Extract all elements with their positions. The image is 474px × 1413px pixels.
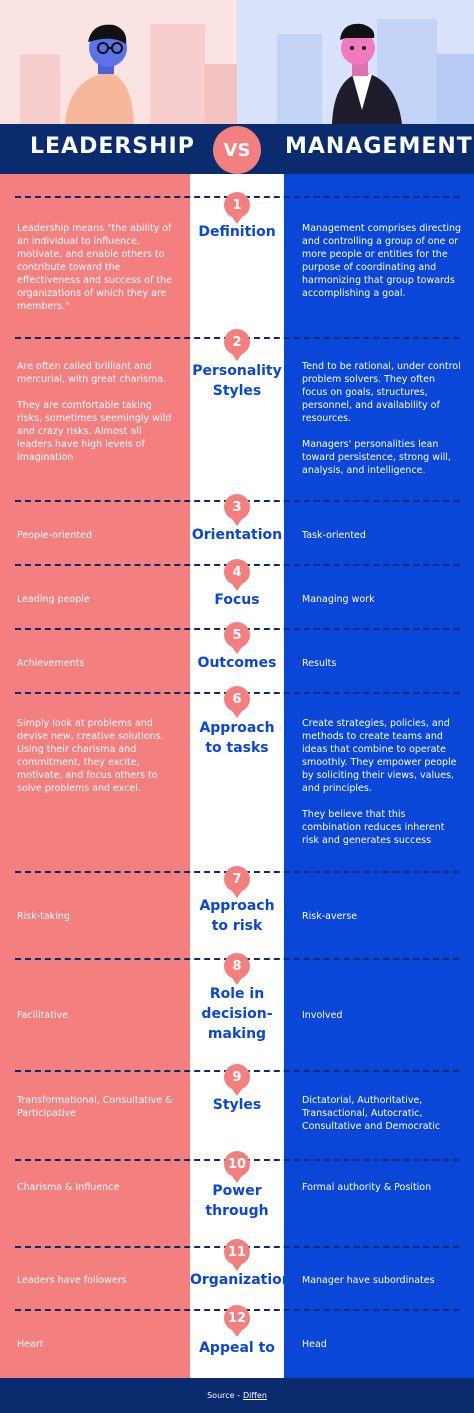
leadership-cell: Risk-taking [17, 911, 70, 922]
management-cell: Formal authority & Position [302, 1182, 432, 1193]
management-cell: Managing work [302, 594, 375, 605]
manager-figure [332, 23, 402, 124]
topic-label: Approach to risk [199, 898, 275, 934]
leadership-cell: Leaders have followers [17, 1275, 127, 1286]
topic-label: Orientation [191, 527, 283, 543]
leadership-cell: Facilitative [17, 1010, 68, 1021]
topic-label: Outcomes [197, 655, 277, 671]
topic-label: Role in decision-making [201, 986, 273, 1042]
management-title: MANAGEMENT [285, 134, 473, 159]
management-cell: Results [302, 658, 337, 669]
management-cell: Management comprises directing and contr… [302, 223, 462, 299]
topic-label: Styles [212, 1097, 262, 1113]
hero-illustration [0, 0, 474, 124]
row-number-badge: 3 [224, 494, 250, 526]
vs-badge: VS [213, 126, 261, 174]
leadership-cell: Simply look at problems and devise new, … [17, 718, 164, 794]
row-number-badge: 8 [224, 953, 250, 985]
leadership-cell: Transformational, Consultative & Partici… [17, 1095, 173, 1119]
management-cell: Tend to be rational, under control probl… [302, 361, 461, 476]
leadership-column [0, 174, 190, 1378]
row-number-badge: 2 [224, 329, 250, 361]
leadership-cell: Charisma & Influence [17, 1182, 120, 1193]
management-cell: Manager have subordinates [302, 1275, 435, 1286]
leadership-cell: Heart [17, 1339, 44, 1350]
topic-label: Approach to tasks [199, 720, 275, 756]
leadership-title: LEADERSHIP [30, 134, 195, 159]
footer: Source - Diffen [0, 1378, 474, 1413]
topic-label: Organization [190, 1272, 292, 1288]
row-number-badge: 9 [224, 1064, 250, 1096]
management-cell: Task-oriented [302, 530, 366, 541]
leader-figure [65, 24, 134, 124]
topic-label: Focus [214, 592, 260, 608]
management-cell: Head [302, 1339, 327, 1350]
row-number-badge: 6 [224, 686, 250, 718]
leadership-cell: Leadership means "the ability of an indi… [17, 223, 172, 312]
row-number-badge: 5 [224, 622, 250, 654]
topic-label: Power through [205, 1183, 269, 1219]
leadership-cell: Are often called brilliant and mercurial… [17, 361, 172, 463]
topic-label: Appeal to [199, 1340, 275, 1356]
management-cell: Risk-averse [302, 911, 358, 922]
row-number-badge: 4 [224, 559, 250, 591]
row-number-badge: 10 [224, 1151, 250, 1183]
row-number-badge: 11 [224, 1239, 250, 1271]
leadership-cell: Achievements [17, 658, 85, 669]
leadership-cell: People-oriented [17, 530, 92, 541]
row-number-badge: 7 [224, 866, 250, 898]
row-number-badge: 12 [224, 1305, 250, 1337]
management-cell: Dictatorial, Authoritative, Transactiona… [302, 1095, 441, 1132]
management-cell: Create strategies, policies, and methods… [302, 718, 457, 846]
characters-illustration [65, 23, 402, 124]
source-label: Source - [207, 1391, 240, 1400]
topic-label: Personality Styles [192, 363, 282, 399]
row-number-badge: 1 [224, 192, 250, 224]
topic-label: Definition [198, 224, 276, 240]
leadership-cell: Leading people [17, 594, 90, 605]
management-cell: Involved [302, 1010, 343, 1021]
management-column [284, 174, 474, 1378]
source-link[interactable]: Diffen [243, 1391, 267, 1400]
